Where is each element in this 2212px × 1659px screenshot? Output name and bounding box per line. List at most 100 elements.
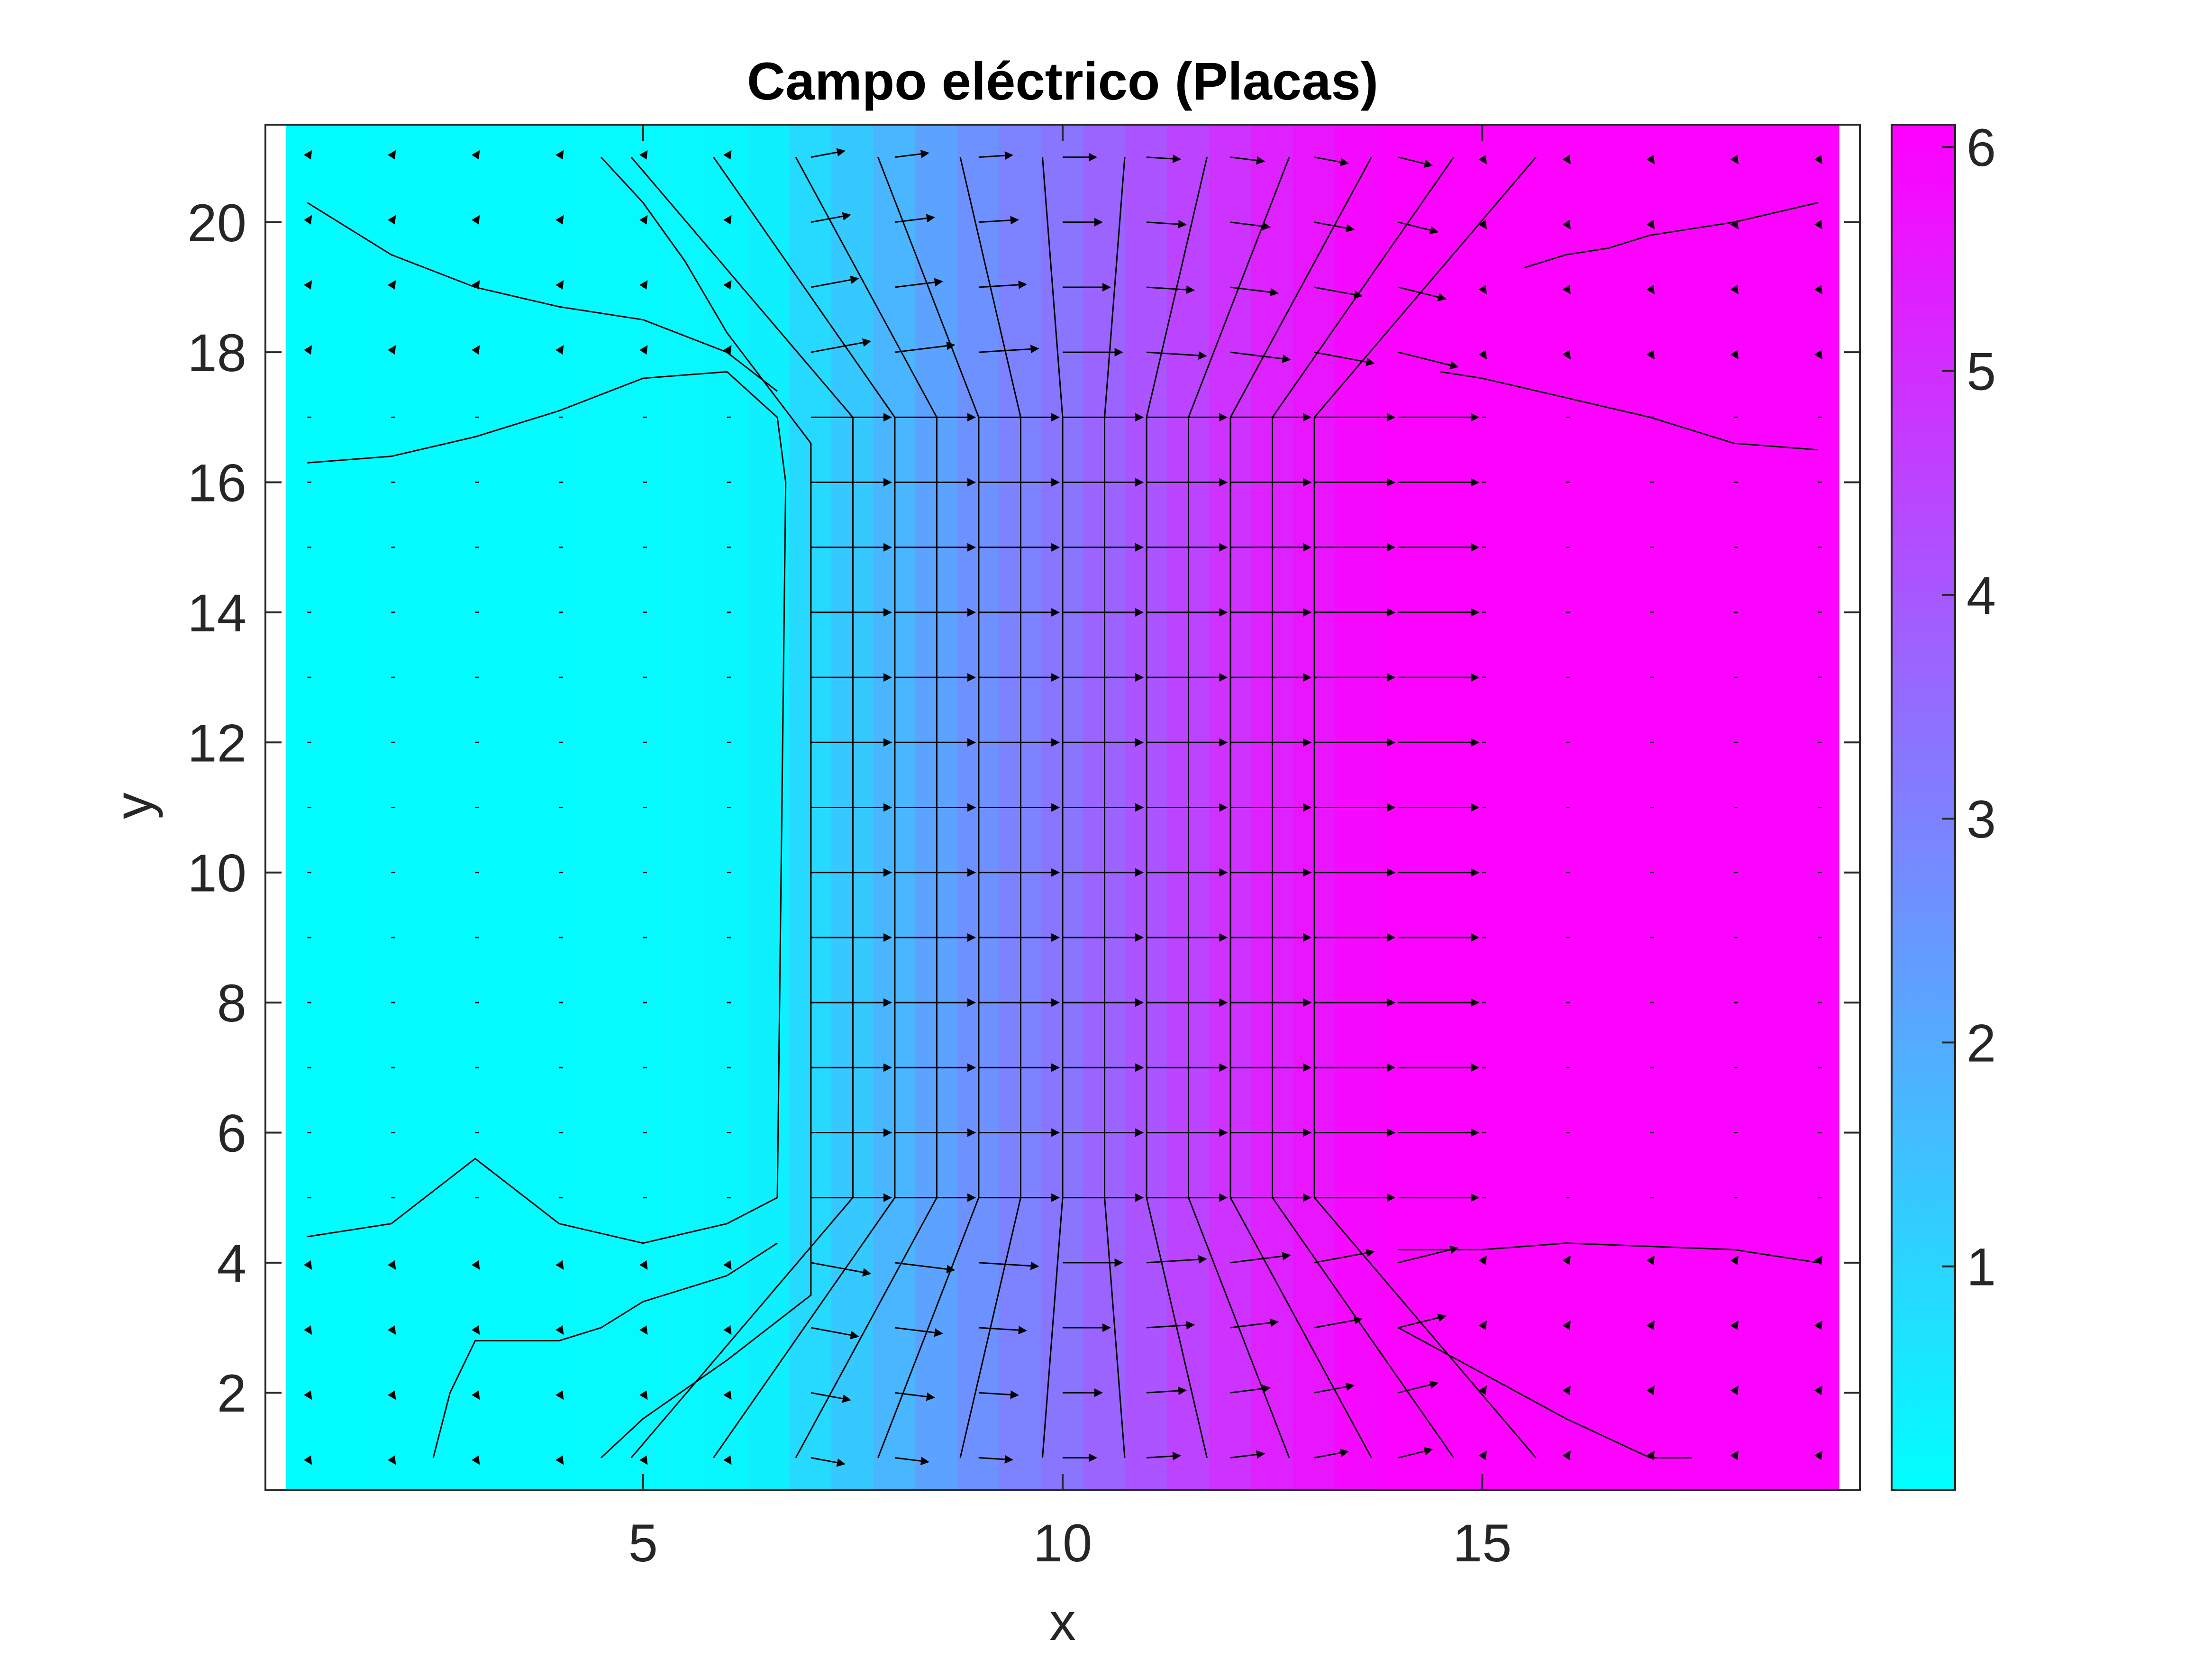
y-tick-label: 18 [187,323,246,383]
field-vector [894,1392,935,1401]
field-vector [810,1457,846,1467]
field-vector [1230,156,1265,165]
field-vector [1230,1318,1279,1329]
field-vector [1230,1450,1265,1459]
field-vector [1146,155,1182,163]
field-vector [1730,1450,1739,1460]
field-vector [472,1455,480,1465]
x-tick-label: 10 [1033,1513,1092,1573]
field-vector [978,1390,1019,1399]
field-vector [1398,351,1459,370]
field-vector [1814,285,1823,295]
field-vector [723,1390,732,1400]
field-vector [1146,1386,1187,1395]
field-vector [387,280,396,290]
field-vector [1398,221,1439,235]
field-vector [1230,1252,1291,1264]
field-vector [810,1327,859,1340]
contour-line [307,371,787,1244]
field-vector [1398,1313,1447,1329]
field-vector [1398,1447,1433,1458]
field-vector [387,150,396,160]
field-vector [978,1455,1014,1464]
chart-title: Campo eléctrico (Placas) [747,52,1378,111]
y-tick-label: 20 [187,193,246,253]
contour-line [1398,1242,1818,1264]
colorbar-tick-label: 4 [1966,566,1996,625]
contour-line [1524,202,1818,269]
field-vector [1146,1321,1195,1330]
field-vector [1478,350,1487,360]
heatmap-cell [747,125,791,1490]
y-tick-label: 10 [187,844,246,903]
field-vector [555,1260,564,1270]
field-vector [1478,1320,1487,1330]
field-vector [1814,1255,1823,1265]
field-vector [810,1392,851,1403]
x-axis-label: x [1049,1592,1076,1651]
heatmap-cell [1586,125,1630,1490]
field-vector [303,1260,312,1270]
field-vector [894,341,956,353]
field-vector [1398,1380,1439,1394]
field-vector [1646,285,1655,295]
field-vector [978,1261,1039,1270]
field-vector [1814,1450,1823,1460]
field-vector [472,280,480,290]
field-vector [387,1390,396,1400]
field-vector [639,1455,648,1465]
field-vector [555,280,564,290]
field-vector [1314,221,1355,233]
field-vector [1562,285,1571,295]
colorbar [1891,124,1956,1491]
field-vector [1398,1245,1459,1264]
field-vector [555,345,564,355]
field-vector [894,1327,943,1337]
field-vector [303,280,312,290]
field-vector [1646,1386,1655,1395]
field-vector [303,215,312,225]
field-vector [555,150,564,160]
y-tick-label: 2 [217,1364,246,1423]
field-vector [1478,1450,1487,1460]
field-vector [1562,219,1571,229]
field-vector [1814,1320,1823,1330]
field-vector [1478,219,1487,229]
field-vector [1730,219,1739,229]
x-tick-label: 5 [628,1513,658,1573]
contour-line [1440,371,1818,451]
contour-line [1398,1327,1692,1458]
field-vector [472,1325,480,1335]
field-vector [1730,1255,1739,1265]
field-vector [1230,1384,1271,1394]
field-vector [387,215,396,225]
heatmap-cell [664,125,707,1490]
heatmap-cell [495,125,539,1490]
field-vector [1730,285,1739,295]
field-vector [810,338,872,353]
field-vector [1730,1386,1739,1395]
heatmap-cell [1502,125,1546,1490]
x-axis-ticks: 5 10 15 [628,125,1512,1573]
field-vector [555,1390,564,1400]
field-vectors [303,148,1823,1467]
field-vector [1478,155,1487,164]
field-vector [978,151,1014,160]
field-vector [978,280,1027,289]
field-vector [894,214,935,223]
field-vector [1314,156,1349,166]
field-vector [1646,1255,1655,1265]
field-vector [723,280,732,290]
field-vector [639,1260,648,1270]
field-vector [1730,350,1739,360]
field-vector [810,212,851,223]
field-vector [639,1390,648,1400]
field-vector [1146,219,1187,228]
colorbar-tick-label: 2 [1966,1013,1996,1073]
field-vector [1478,1386,1487,1395]
field-vector [894,1457,929,1466]
field-vector [639,280,648,290]
field-vector [1562,1255,1571,1265]
field-vector [1314,1449,1349,1458]
